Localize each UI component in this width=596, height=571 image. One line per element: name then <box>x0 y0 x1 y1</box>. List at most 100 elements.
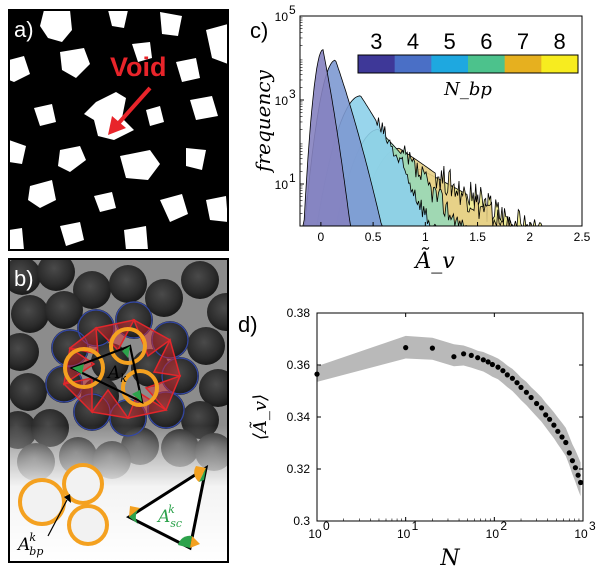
asc-label: Asck <box>156 503 182 530</box>
y-tick-label: 0.34 <box>287 410 311 424</box>
panel-a: a) Void <box>8 9 229 251</box>
colorbar-segment <box>468 55 506 73</box>
data-point <box>489 361 495 368</box>
panel-b-label: b) <box>14 266 34 291</box>
colorbar-segment <box>358 55 396 73</box>
x-tick-label: 10 <box>486 527 500 541</box>
x-tick-label: 2 <box>526 230 533 244</box>
colorbar-tick-label: 4 <box>407 29 419 54</box>
colorbar-segment <box>431 55 469 73</box>
x-tick-label: 1.5 <box>469 230 486 244</box>
data-point <box>563 439 569 446</box>
x-tick-label: 10 <box>397 527 411 541</box>
data-point <box>566 450 572 456</box>
x-tick-label: 0 <box>318 230 325 244</box>
y-tick-label: 0.3 <box>293 514 310 528</box>
data-point <box>495 364 501 370</box>
y-tick-label: 10 <box>275 178 289 192</box>
y-tick-label: 0.38 <box>287 306 311 320</box>
panel-d-label: d) <box>238 312 258 337</box>
colorbar-segment <box>504 55 542 73</box>
data-point <box>468 352 474 358</box>
data-point <box>485 359 491 365</box>
data-point <box>429 345 435 351</box>
y-tick-exponent: 5 <box>289 3 296 17</box>
x-axis-label: Ã_v <box>413 246 455 274</box>
colorbar-tick-label: 6 <box>480 29 492 54</box>
data-point <box>528 394 534 401</box>
x-tick-exponent: 2 <box>500 519 507 533</box>
ak-label: Ak <box>106 363 127 385</box>
y-tick-exponent: 3 <box>289 87 296 101</box>
colorbar-tick-label: 5 <box>444 29 456 54</box>
x-tick-exponent: 1 <box>412 519 419 533</box>
panel-a-label: a) <box>14 17 34 42</box>
x-tick-label: 10 <box>574 527 588 541</box>
y-tick-exponent: 1 <box>289 171 296 185</box>
std-band <box>317 335 581 497</box>
bp-particles <box>18 463 109 546</box>
data-point <box>509 375 515 381</box>
x-tick-label: 2.5 <box>574 230 591 244</box>
data-point <box>538 405 545 411</box>
data-point <box>475 355 481 361</box>
data-point <box>403 345 409 351</box>
colorbar-tick-label: 8 <box>554 29 566 54</box>
data-point <box>547 416 553 422</box>
y-axis-label: frequency <box>251 69 275 173</box>
colorbar-tick-label: 3 <box>370 29 382 54</box>
void-regions <box>9 10 228 250</box>
data-point <box>551 422 557 428</box>
data-point <box>543 412 549 418</box>
data-point <box>569 458 576 464</box>
x-tick-label: 0.5 <box>365 230 382 244</box>
data-point <box>451 354 457 360</box>
x-tick-label: 1 <box>422 230 429 244</box>
ak-corners <box>72 346 142 402</box>
ak-triangle <box>69 344 144 404</box>
asc-triangle <box>125 464 209 551</box>
abp-label: Abpk <box>16 531 43 558</box>
panel-b: Ak Abpk Asck b) <box>8 258 229 563</box>
bp-void <box>64 494 71 503</box>
colorbar-tick-label: 7 <box>517 29 529 54</box>
data-point <box>480 357 486 363</box>
data-point <box>575 472 581 478</box>
data-point <box>500 368 506 374</box>
data-point <box>555 428 561 434</box>
data-point <box>572 465 579 471</box>
y-tick-label: 0.36 <box>287 358 311 372</box>
colorbar-segment <box>541 55 579 73</box>
x-axis-label: N <box>439 546 460 571</box>
data-point <box>523 389 530 395</box>
y-tick-label: 10 <box>275 10 289 24</box>
y-tick-label: 0.32 <box>287 462 311 476</box>
x-tick-exponent: 0 <box>323 519 330 533</box>
data-point <box>534 400 540 407</box>
data-point <box>518 384 524 390</box>
colorbar-segment <box>394 55 432 73</box>
data-point <box>559 434 565 440</box>
panel-c-label: c) <box>250 18 268 43</box>
data-point <box>504 372 510 378</box>
data-point <box>514 380 520 386</box>
x-tick-label: 10 <box>308 527 322 541</box>
x-tick-exponent: 3 <box>589 519 596 533</box>
void-annotation: Void <box>110 52 167 82</box>
asc-corners <box>129 466 206 548</box>
colorbar: 3 4 5 6 7 8 N_bp <box>357 29 579 100</box>
void-arrow <box>108 86 152 135</box>
y-tick-label: 10 <box>275 94 289 108</box>
colorbar-label: N_bp <box>443 79 492 100</box>
axes-frame <box>299 15 583 227</box>
series-area-3 <box>302 48 353 227</box>
y-axis-label: ⟨Ã_v⟩ <box>249 394 271 440</box>
data-point <box>578 479 584 486</box>
data-point <box>461 351 467 357</box>
orange-particles <box>63 327 159 407</box>
